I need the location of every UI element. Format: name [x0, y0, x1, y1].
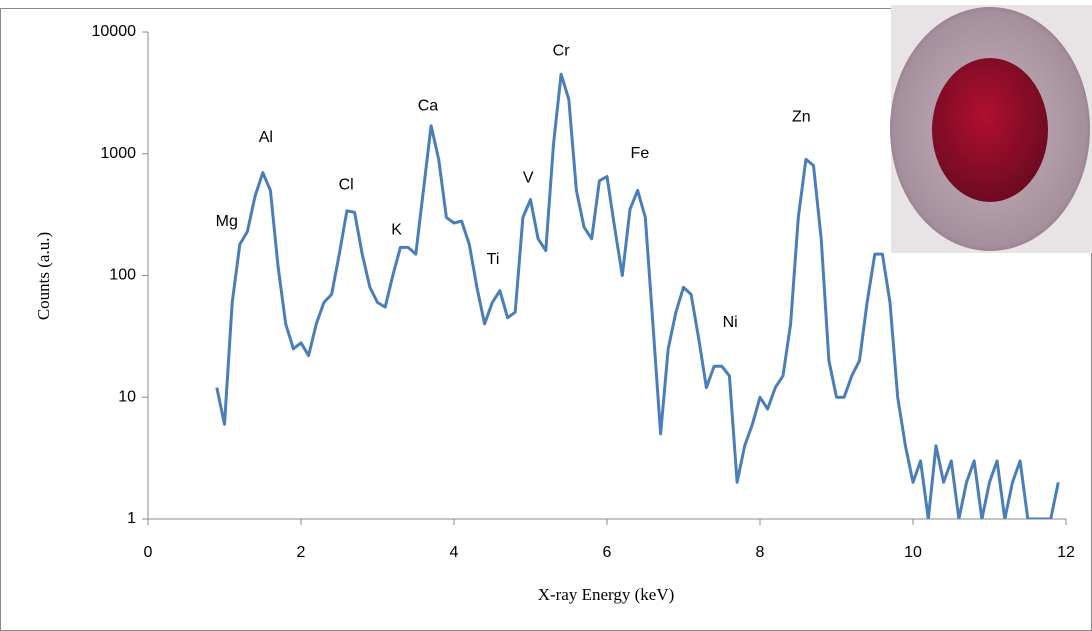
x-tick-label: 10: [904, 544, 922, 561]
x-tick-label: 4: [450, 544, 459, 561]
x-tick-label: 8: [756, 544, 765, 561]
peak-label: Ca: [418, 98, 439, 115]
peak-label: V: [523, 169, 534, 186]
x-axis-title: X-ray Energy (keV): [538, 585, 675, 604]
peak-label: Ni: [723, 314, 738, 331]
x-tick-label: 2: [297, 544, 306, 561]
y-tick-label: 10: [118, 388, 136, 405]
peak-label: Mg: [216, 213, 238, 230]
peak-label: Ti: [487, 251, 500, 268]
x-tick-label: 6: [603, 544, 612, 561]
y-tick-label: 1: [127, 510, 136, 527]
peak-label: K: [391, 222, 402, 239]
peak-label: Cr: [553, 42, 571, 59]
peak-label: Cl: [339, 177, 354, 194]
peak-label: Fe: [631, 145, 650, 162]
spectrum-line: [215, 72, 1060, 519]
peak-label: Al: [259, 129, 273, 146]
y-tick-label: 100: [109, 267, 136, 284]
x-tick-label: 12: [1057, 544, 1075, 561]
x-tick-label: 0: [144, 544, 153, 561]
peak-label: Zn: [792, 108, 811, 125]
y-tick-label: 1000: [100, 145, 136, 162]
y-axis-title: Counts (a.u.): [34, 232, 53, 320]
y-tick-label: 10000: [92, 23, 137, 40]
sample-photo: [890, 5, 1092, 253]
